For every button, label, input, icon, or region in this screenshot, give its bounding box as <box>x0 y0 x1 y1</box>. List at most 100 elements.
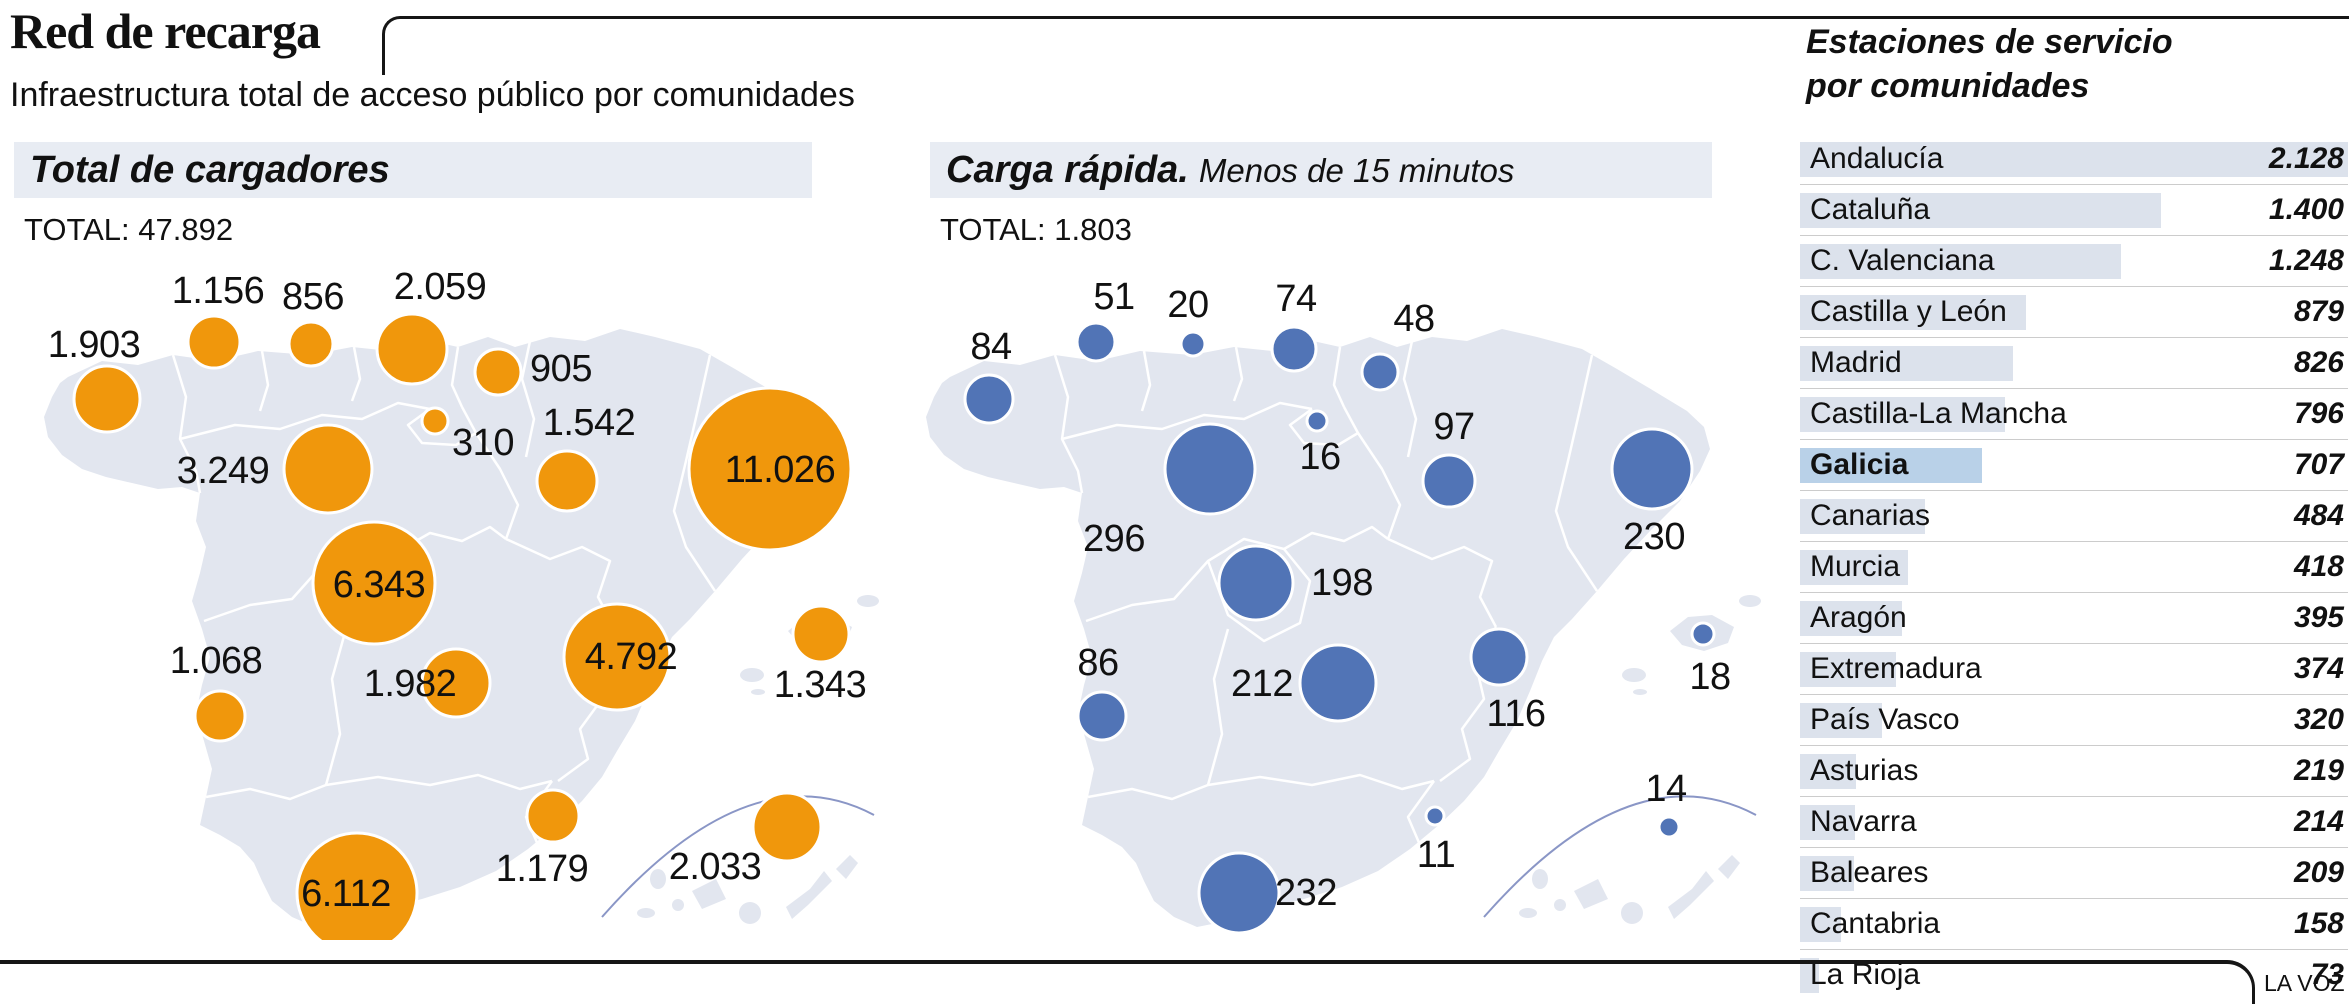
table-row-cantabria: Cantabria 158 <box>1800 899 2348 950</box>
table-row-castilla-la-mancha: Castilla-La Mancha 796 <box>1800 389 2348 440</box>
table-row-asturias: Asturias 219 <box>1800 746 2348 797</box>
bubble-label-andalucia: 6.112 <box>301 873 391 915</box>
community-border-line <box>324 628 348 786</box>
page-title: Red de recarga <box>10 3 321 59</box>
value-bar-castilla-y-leon <box>1800 295 2027 330</box>
island-shape <box>692 879 726 909</box>
bottom-frame-line <box>0 960 2255 1004</box>
table-row-madrid: Madrid 826 <box>1800 338 2348 389</box>
community-value: 374 <box>2293 652 2344 685</box>
value-bar-cataluna <box>1800 193 2161 228</box>
value-bar-la-rioja <box>1800 958 1819 993</box>
value-bar-c-valenciana <box>1800 244 2122 279</box>
bubble-galicia <box>72 364 142 434</box>
bubble-castilla-la-mancha <box>1298 643 1378 723</box>
bubble-canarias <box>1657 815 1681 839</box>
table-row-navarra: Navarra 214 <box>1800 797 2348 848</box>
community-name: País Vasco <box>1810 703 1960 736</box>
bubble-label-cantabria: 856 <box>282 276 344 318</box>
bubble-label-navarra: 48 <box>1393 298 1434 340</box>
community-value: 879 <box>2293 295 2344 328</box>
community-border-line <box>1406 780 1436 846</box>
bubble-canarias <box>751 791 823 863</box>
bubble-label-andalucia: 232 <box>1275 872 1337 914</box>
bubble-label-galicia: 1.903 <box>48 324 141 366</box>
bubble-label-castilla-la-mancha: 212 <box>1231 663 1293 705</box>
community-border-line <box>450 346 464 408</box>
value-bar-asturias <box>1800 754 1857 789</box>
community-border-line <box>325 773 553 791</box>
community-border-line <box>1061 401 1313 441</box>
stations-table: Andalucía 2.128 Cataluña 1.400 C. Valenciana… <box>1800 134 2348 1000</box>
bubble-cantabria <box>287 320 335 368</box>
community-border-line <box>1332 346 1346 408</box>
community-border-line <box>1207 773 1435 791</box>
bubble-label-canarias: 14 <box>1645 768 1687 810</box>
value-bar-canarias <box>1800 499 1925 534</box>
community-border-line <box>520 340 536 458</box>
bubble-cantabria <box>1179 330 1207 358</box>
panel-total-chargers-title: Total de cargadores <box>30 149 390 191</box>
community-border-line <box>1402 340 1418 458</box>
community-name: Navarra <box>1810 805 1917 838</box>
bubble-label-galicia: 84 <box>970 326 1012 368</box>
bubble-galicia <box>963 373 1015 425</box>
bubble-castilla-la-mancha <box>420 647 492 719</box>
table-row-baleares: Baleares 209 <box>1800 848 2348 899</box>
community-border-line <box>672 354 717 592</box>
community-border-line <box>1554 354 1599 592</box>
bubble-label-madrid: 6.343 <box>333 564 426 606</box>
source-credit: LA VOZ <box>2264 970 2345 996</box>
community-value: 826 <box>2293 346 2344 379</box>
island-shape <box>637 908 655 918</box>
stations-panel-title: Estaciones de servicio por comunidades <box>1806 20 2351 108</box>
bubble-label-extremadura: 1.068 <box>170 640 263 682</box>
community-value: 209 <box>2293 856 2344 889</box>
bubble-pais-vasco <box>375 312 449 386</box>
island-shape <box>786 871 832 919</box>
community-border-line <box>1356 432 1402 540</box>
bubble-la-rioja <box>1305 409 1329 433</box>
community-value: 1.248 <box>2268 244 2344 277</box>
table-row-cataluna: Cataluña 1.400 <box>1800 185 2348 236</box>
community-value: 796 <box>2293 397 2344 430</box>
community-border-line <box>1087 783 1209 801</box>
canarias-separator-arc <box>601 795 875 918</box>
bubble-label-navarra: 905 <box>530 348 592 390</box>
bubble-extremadura <box>1076 690 1128 742</box>
community-name: Aragón <box>1810 601 1907 634</box>
bubble-extremadura <box>193 689 247 743</box>
community-name: C. Valenciana <box>1810 244 1995 277</box>
island-shape <box>672 899 684 911</box>
community-border-line <box>1288 406 1360 447</box>
community-border-line <box>205 783 327 801</box>
value-bar-extremadura <box>1800 652 1897 687</box>
panel-fast-charge-header: Carga rápida. Menos de 15 minutos <box>930 142 1712 198</box>
bubble-label-baleares: 18 <box>1689 656 1730 698</box>
bubble-castilla-y-leon <box>282 423 374 515</box>
community-border-line <box>1232 346 1244 402</box>
bubble-label-murcia: 1.179 <box>496 848 589 890</box>
value-bar-baleares <box>1800 856 1854 891</box>
value-bar-andalucia <box>1800 142 2348 177</box>
community-name: Cataluña <box>1810 193 1931 226</box>
community-value: 320 <box>2293 703 2344 736</box>
fast-charge-total: TOTAL: 1.803 <box>940 212 1132 247</box>
bubble-baleares <box>791 604 851 664</box>
island-shape <box>1739 595 1761 607</box>
canarias-separator-arc <box>1483 795 1757 918</box>
island-shape <box>1554 899 1566 911</box>
bubble-label-c-valenciana: 4.792 <box>585 636 678 678</box>
bubble-navarra <box>473 347 523 397</box>
community-value: 219 <box>2293 754 2344 787</box>
bubble-murcia <box>525 788 581 844</box>
island-shape <box>1622 668 1646 682</box>
community-border-line <box>1085 525 1389 623</box>
bubble-label-la-rioja: 310 <box>452 422 514 464</box>
stations-title-line2: por comunidades <box>1806 67 2090 105</box>
bubble-label-madrid: 198 <box>1311 562 1373 604</box>
bubble-label-asturias: 51 <box>1093 276 1134 318</box>
bubble-label-canarias: 2.033 <box>669 846 762 888</box>
community-border-line <box>474 432 520 540</box>
bubble-madrid <box>311 520 437 646</box>
